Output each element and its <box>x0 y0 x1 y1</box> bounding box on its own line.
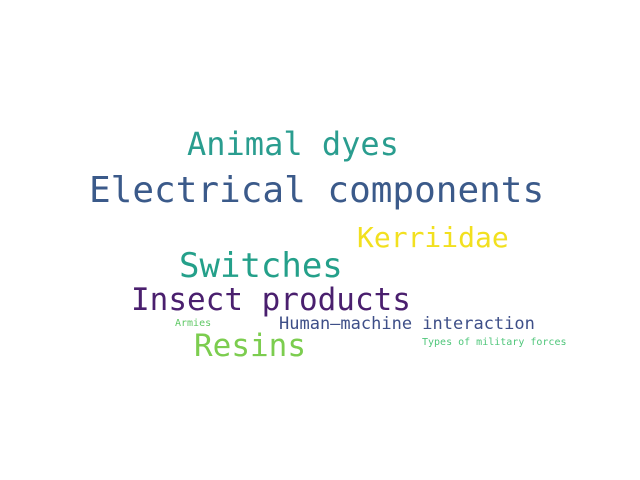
word-animal-dyes: Animal dyes <box>187 125 399 163</box>
word-electrical-components: Electrical components <box>89 170 545 211</box>
word-human-machine-interaction: Human–machine interaction <box>279 314 535 334</box>
word-types-of-military-forces: Types of military forces <box>422 337 567 348</box>
word-resins: Resins <box>194 328 306 364</box>
word-kerriidae: Kerriidae <box>357 221 509 254</box>
word-armies: Armies <box>175 318 212 329</box>
word-insect-products: Insect products <box>131 282 411 318</box>
word-switches: Switches <box>179 246 343 286</box>
